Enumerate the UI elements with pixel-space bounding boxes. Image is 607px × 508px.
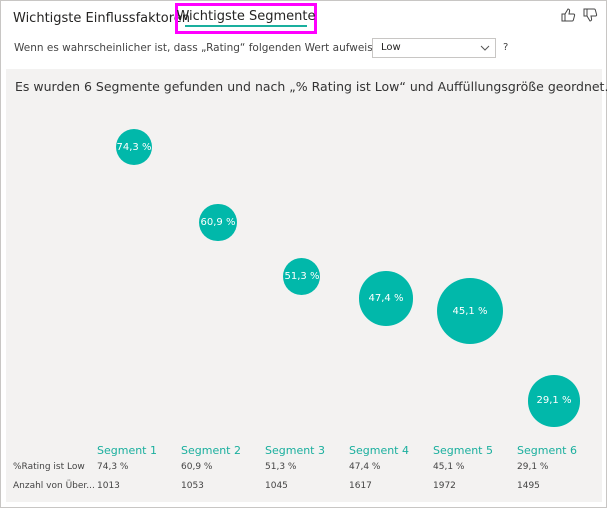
tab-top-segments[interactable]: Wichtigste Segmente xyxy=(176,9,316,24)
feedback-buttons xyxy=(560,7,598,23)
question-text: Wenn es wahrscheinlicher ist, dass „Rati… xyxy=(14,42,381,54)
segment-pct-cell-5: 45,1 % xyxy=(433,462,465,472)
help-icon[interactable]: ? xyxy=(503,42,509,53)
dropdown-selected-value: Low xyxy=(381,42,401,53)
segment-count-cell-4: 1617 xyxy=(349,481,372,491)
segment-label-3[interactable]: Segment 3 xyxy=(265,444,325,457)
segment-pct-cell-6: 29,1 % xyxy=(517,462,549,472)
thumbs-up-icon[interactable] xyxy=(560,7,576,23)
row-label-pct: %Rating ist Low xyxy=(13,462,85,472)
segment-pct-cell-3: 51,3 % xyxy=(265,462,297,472)
segment-label-5[interactable]: Segment 5 xyxy=(433,444,493,457)
segment-pct-cell-1: 74,3 % xyxy=(97,462,129,472)
thumbs-down-icon[interactable] xyxy=(582,7,598,23)
segment-count-cell-5: 1972 xyxy=(433,481,456,491)
segment-bubble-6[interactable]: 29,1 % xyxy=(528,375,580,427)
tab-key-influencers[interactable]: Wichtigste Einflussfaktoren xyxy=(13,10,190,26)
segment-bubble-3[interactable]: 51,3 % xyxy=(283,257,321,295)
segment-bubble-4[interactable]: 47,4 % xyxy=(358,270,414,326)
tab-bar: Wichtigste Einflussfaktoren xyxy=(13,7,204,29)
segments-panel: Es wurden 6 Segmente gefunden und nach „… xyxy=(6,69,607,502)
segment-label-1[interactable]: Segment 1 xyxy=(97,444,157,457)
segment-count-cell-6: 1495 xyxy=(517,481,540,491)
segment-count-cell-3: 1045 xyxy=(265,481,288,491)
active-tab-underline xyxy=(185,25,307,27)
segment-label-4[interactable]: Segment 4 xyxy=(349,444,409,457)
tab-top-segments-highlight[interactable]: Wichtigste Segmente xyxy=(175,3,317,34)
chevron-down-icon xyxy=(480,45,490,51)
segment-bubble-1[interactable]: 74,3 % xyxy=(116,129,152,165)
segment-pct-cell-4: 47,4 % xyxy=(349,462,381,472)
segment-count-cell-2: 1053 xyxy=(181,481,204,491)
row-label-count: Anzahl von Über... xyxy=(13,481,95,491)
segment-label-6[interactable]: Segment 6 xyxy=(517,444,577,457)
segment-bubble-2[interactable]: 60,9 % xyxy=(199,203,237,241)
segment-label-2[interactable]: Segment 2 xyxy=(181,444,241,457)
segments-summary: Es wurden 6 Segmente gefunden und nach „… xyxy=(15,79,607,94)
segment-bubble-5[interactable]: 45,1 % xyxy=(437,278,503,345)
segment-count-cell-1: 1013 xyxy=(97,481,120,491)
rating-value-dropdown[interactable]: Low xyxy=(372,38,496,58)
segment-pct-cell-2: 60,9 % xyxy=(181,462,213,472)
